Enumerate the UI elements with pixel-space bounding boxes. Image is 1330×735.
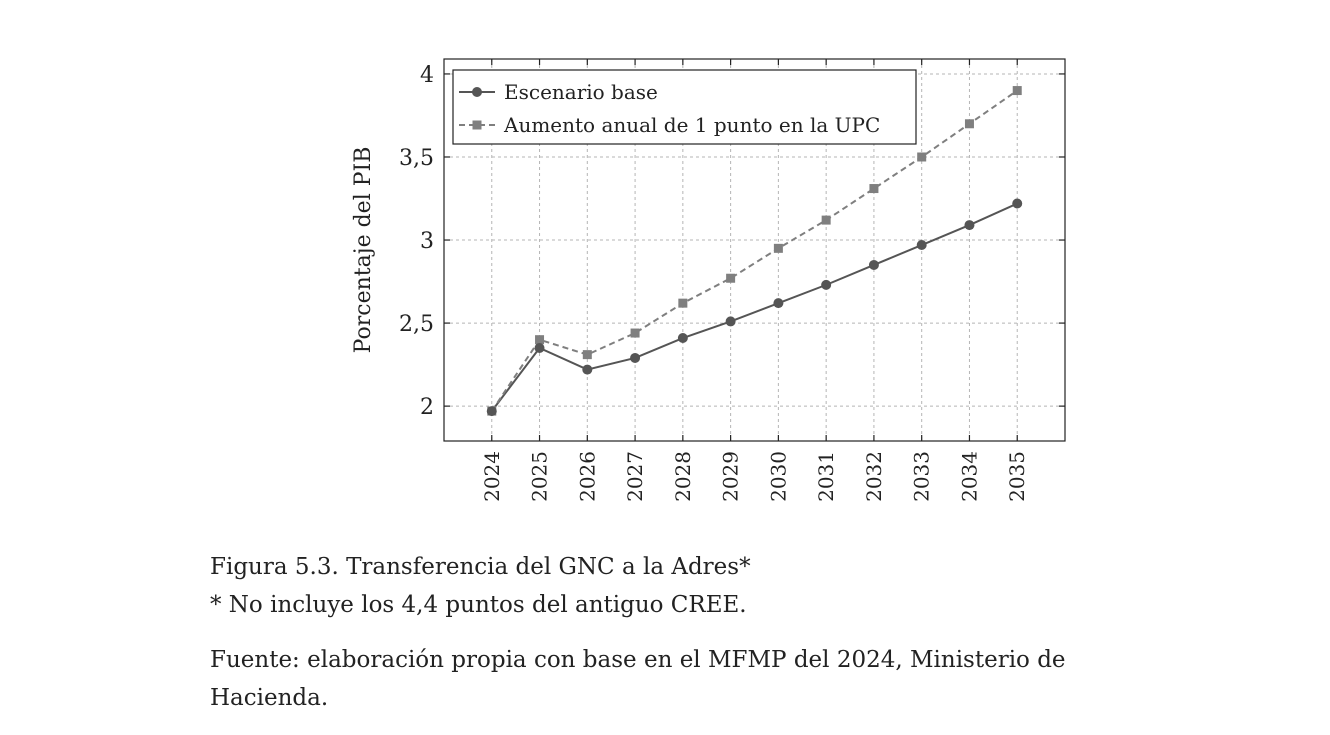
y-axis-ticks: 2 2,5 3 3,5 4: [399, 63, 1065, 420]
x-tick-label: 2025: [528, 451, 552, 502]
figure-footnote: * No incluye los 4,4 puntos del antiguo …: [210, 592, 747, 618]
data-point-circle: [677, 333, 688, 344]
data-point-square: [535, 335, 545, 345]
x-tick-label: 2034: [957, 451, 981, 502]
chart-legend: Escenario base Aumento anual de 1 punto e…: [452, 69, 917, 145]
x-tick-label: 2035: [1005, 451, 1029, 502]
data-point-circle: [1012, 198, 1023, 209]
y-tick-label: 3,5: [399, 146, 434, 171]
data-point-circle: [916, 240, 927, 251]
series-line-1: [490, 202, 1018, 412]
data-point-square: [773, 243, 783, 253]
plot-frame: [443, 58, 1066, 442]
y-axis-label: Porcentaje del PIB: [351, 147, 376, 354]
data-point-circle: [964, 220, 975, 231]
data-point-circle: [725, 316, 736, 327]
source-line-1: Fuente: elaboración propia con base en e…: [210, 647, 1066, 673]
y-tick-label: 2,5: [399, 312, 434, 337]
x-tick-label: 2029: [719, 451, 743, 502]
data-point-square: [630, 328, 640, 338]
x-tick-label: 2026: [575, 451, 599, 502]
data-point-square: [582, 350, 592, 360]
data-point-square: [726, 273, 736, 283]
line-chart: 22,533,54 2024 2025 2026 2027 2028 2029 2030 20…: [351, 58, 1066, 502]
data-point-square: [964, 119, 974, 129]
data-point-circle: [582, 364, 593, 375]
data-point-circle: [773, 298, 784, 309]
legend-entry-label: Aumento anual de 1 punto en la UPC: [503, 113, 880, 137]
data-point-square: [1012, 86, 1022, 96]
data-point-square: [869, 184, 879, 194]
data-point-circle: [630, 352, 641, 363]
legend-entry-label: Escenario base: [504, 80, 658, 104]
data-point-circle: [821, 279, 832, 290]
x-tick-label: 2024: [480, 451, 504, 502]
x-tick-label: 2031: [814, 451, 838, 502]
data-point-circle: [534, 342, 545, 353]
data-point-circle: [486, 406, 497, 417]
data-point-square: [917, 152, 927, 162]
data-point-circle: [868, 259, 879, 270]
legend-box: [452, 69, 917, 145]
x-tick-label: 2030: [766, 451, 790, 502]
y-tick-label: 3: [420, 229, 434, 254]
data-point-square: [821, 215, 831, 225]
chart-grid: [444, 59, 1065, 441]
x-tick-label: 2033: [910, 451, 934, 502]
legend-marker-square: [472, 120, 482, 130]
x-tick-label: 2028: [671, 451, 695, 502]
x-tick-label: 2032: [862, 451, 886, 502]
source-line-2: Hacienda.: [210, 685, 329, 711]
y-tick-label: 4: [420, 63, 434, 88]
figure-caption: Figura 5.3. Transferencia del GNC a la A…: [210, 548, 1203, 624]
y-tick-label: 2: [420, 395, 434, 420]
x-tick-label: 2027: [623, 451, 647, 502]
x-axis-ticks: 2024 2025 2026 2027 2028 2029 2030 2031 2032 2033…: [480, 59, 1029, 502]
series-line-2: [490, 89, 1018, 412]
data-point-square: [678, 298, 688, 308]
chart-series: [486, 86, 1023, 417]
figure-title: Figura 5.3. Transferencia del GNC a la A…: [210, 554, 751, 580]
legend-marker-circle: [472, 87, 482, 97]
figure-source: Fuente: elaboración propia con base en e…: [210, 641, 1203, 717]
